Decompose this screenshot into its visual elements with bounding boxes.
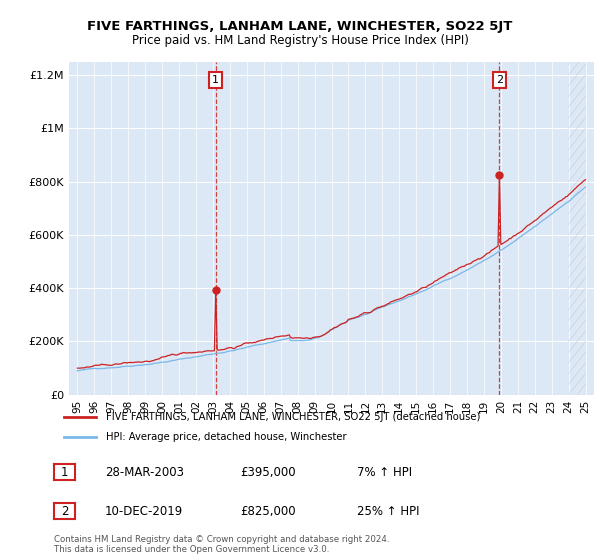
- Text: 1: 1: [61, 465, 68, 479]
- Text: Price paid vs. HM Land Registry's House Price Index (HPI): Price paid vs. HM Land Registry's House …: [131, 34, 469, 46]
- Text: 10-DEC-2019: 10-DEC-2019: [105, 505, 183, 518]
- Text: FIVE FARTHINGS, LANHAM LANE, WINCHESTER, SO22 5JT (detached house): FIVE FARTHINGS, LANHAM LANE, WINCHESTER,…: [106, 412, 481, 422]
- Text: 2: 2: [496, 75, 503, 85]
- Text: 25% ↑ HPI: 25% ↑ HPI: [357, 505, 419, 518]
- Text: 7% ↑ HPI: 7% ↑ HPI: [357, 465, 412, 479]
- Text: 2: 2: [61, 505, 68, 518]
- Text: HPI: Average price, detached house, Winchester: HPI: Average price, detached house, Winc…: [106, 432, 347, 442]
- Text: £395,000: £395,000: [240, 465, 296, 479]
- Text: FIVE FARTHINGS, LANHAM LANE, WINCHESTER, SO22 5JT: FIVE FARTHINGS, LANHAM LANE, WINCHESTER,…: [88, 20, 512, 32]
- Text: £825,000: £825,000: [240, 505, 296, 518]
- Text: Contains HM Land Registry data © Crown copyright and database right 2024.
This d: Contains HM Land Registry data © Crown c…: [54, 535, 389, 554]
- Text: 1: 1: [212, 75, 219, 85]
- Text: 28-MAR-2003: 28-MAR-2003: [105, 465, 184, 479]
